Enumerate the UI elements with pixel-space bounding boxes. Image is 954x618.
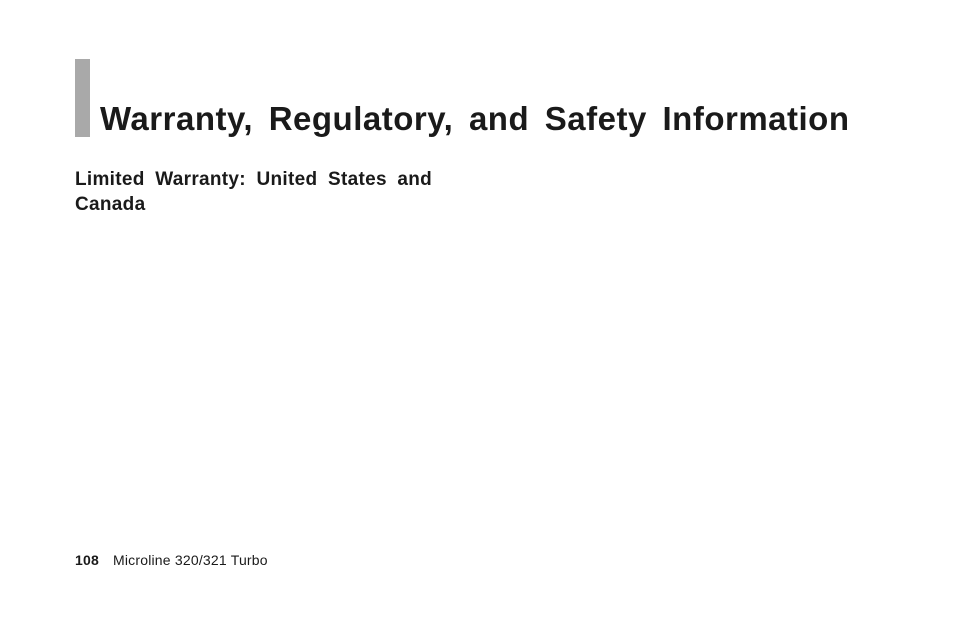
page-footer: 108 Microline 320/321 Turbo xyxy=(75,552,268,568)
section-subheading: Limited Warranty: United States and Cana… xyxy=(75,168,495,217)
document-page: Warranty, Regulatory, and Safety Informa… xyxy=(0,0,954,618)
footer-doc-title: Microline 320/321 Turbo xyxy=(113,552,268,568)
title-accent-bar xyxy=(75,59,90,137)
page-number: 108 xyxy=(75,552,99,568)
page-title: Warranty, Regulatory, and Safety Informa… xyxy=(100,102,850,137)
title-block: Warranty, Regulatory, and Safety Informa… xyxy=(75,59,850,137)
